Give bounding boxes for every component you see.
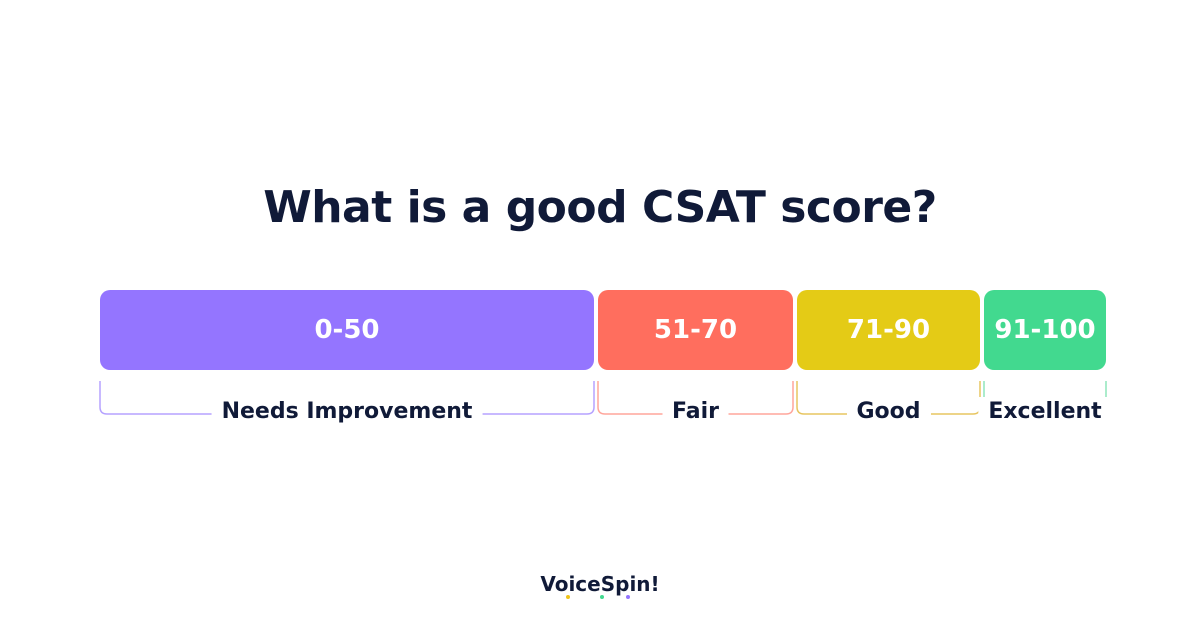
range-label: 91-100 xyxy=(994,315,1096,345)
range-bar-good: 71-90 xyxy=(797,290,980,370)
voicespin-logo: VoiceSpin! xyxy=(0,572,1200,599)
range-label: 51-70 xyxy=(653,315,738,345)
category-label-fair: Fair xyxy=(662,397,729,427)
logo-text: VoiceSpin! xyxy=(540,572,660,596)
range-bar-fair: 51-70 xyxy=(598,290,793,370)
category-label-needs-improvement: Needs Improvement xyxy=(211,397,483,427)
category-label-excellent: Excellent xyxy=(978,397,1112,427)
logo-accent-dot xyxy=(600,595,605,599)
category-label-good: Good xyxy=(846,397,931,427)
logo-accent-dot xyxy=(566,595,571,599)
range-bar-excellent: 91-100 xyxy=(984,290,1106,370)
range-label: 71-90 xyxy=(846,315,931,345)
logo-accent-dot xyxy=(626,595,631,599)
page-title: What is a good CSAT score? xyxy=(263,182,937,233)
range-label: 0-50 xyxy=(314,315,380,345)
range-bar-needs-improvement: 0-50 xyxy=(100,290,594,370)
